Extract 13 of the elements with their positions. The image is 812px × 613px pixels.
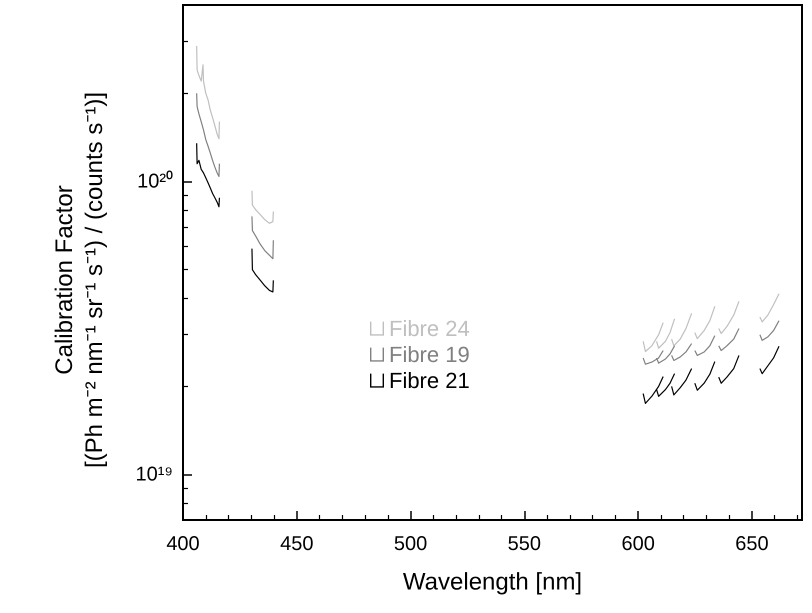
y-axis-title: Calibration Factor [(Ph m⁻² nm⁻¹ sr⁻¹ s⁻¹) / (counts s⁻¹)]	[50, 91, 109, 470]
x-axis-title: Wavelength [nm]	[402, 568, 582, 596]
legend-label: Fibre 24	[389, 316, 470, 342]
x-tick-label: 450	[280, 533, 314, 555]
x-tick-label: 550	[508, 533, 542, 555]
legend-label: Fibre 21	[389, 368, 470, 394]
x-tick-label: 650	[735, 533, 769, 555]
y-tick-label: 10¹⁹	[136, 464, 173, 486]
legend-label: Fibre 19	[389, 342, 470, 368]
x-tick-label: 400	[166, 533, 200, 555]
y-tick-label: 10²⁰	[137, 169, 173, 192]
x-tick-label: 600	[621, 533, 655, 555]
x-tick-label: 500	[394, 533, 428, 555]
